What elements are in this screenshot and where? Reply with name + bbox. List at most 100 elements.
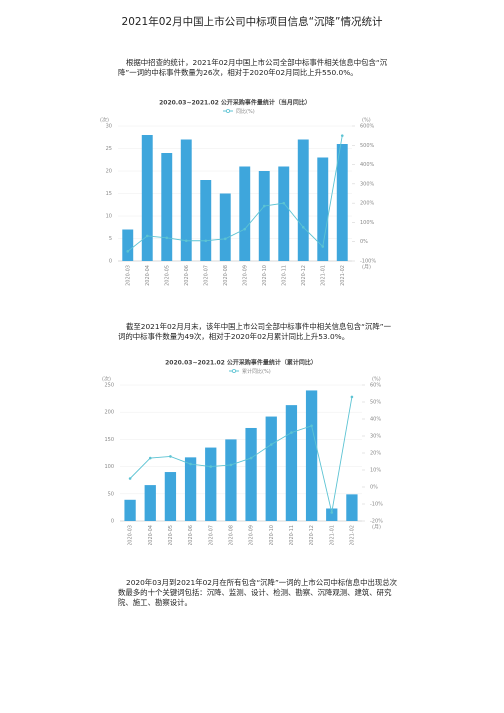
y2-tick-label: 100% (360, 220, 375, 226)
y-tick-label: 5 (109, 236, 112, 242)
line-point (262, 204, 266, 208)
y2-axis-label: (%) (372, 377, 381, 383)
y-tick-label: 200 (104, 410, 114, 416)
bar (180, 139, 192, 261)
y2-tick-label: 20% (370, 451, 381, 457)
y2-axis-label: (%) (362, 118, 371, 124)
bar (336, 144, 348, 261)
bar (278, 166, 290, 261)
line-point (330, 511, 334, 514)
x-tick-label: 2021-01 (329, 525, 335, 545)
page-title: 2021年02月中国上市公司中标项目信息“沉降”情况统计 (121, 16, 383, 28)
chart: 2020.03~2021.02 公开采购事件量统计（累计同比）累计同比(%) (次… (102, 359, 383, 546)
bar (317, 157, 329, 261)
line-point (229, 463, 233, 467)
line-point (282, 201, 286, 205)
y-tick-label: 0 (109, 259, 112, 265)
y2-tick-label: 600% (360, 124, 375, 130)
bar (225, 439, 237, 521)
x-tick-label: 2020-12 (309, 525, 315, 545)
x-tick-label: 2020-03 (125, 265, 131, 286)
x-tick-label: 2020-09 (249, 525, 255, 545)
legend-label: 同比(%) (236, 108, 255, 115)
bar (164, 472, 177, 521)
line-point (243, 227, 247, 231)
line-point (209, 465, 213, 468)
x-axis-label: (月) (362, 265, 371, 271)
bar (346, 494, 358, 521)
line-point (148, 456, 152, 460)
line-point (126, 250, 130, 253)
x-axis-label: (月) (372, 525, 381, 531)
y2-tick-label: 500% (360, 143, 375, 149)
x-tick-label: 2020-06 (188, 525, 194, 545)
bar (200, 180, 212, 261)
line (127, 135, 343, 252)
y2-tick-label: -100% (360, 259, 376, 265)
x-tick-label: 2020-05 (168, 525, 174, 545)
line-point (169, 455, 172, 458)
line (129, 396, 353, 513)
x-tick-label: 2020-03 (128, 525, 134, 545)
y-tick-label: 20 (106, 169, 112, 175)
bar (239, 166, 251, 261)
chart-title: 2020.03~2021.02 公开采购事件量统计（当月同比） (159, 99, 311, 107)
x-tick-label: 2020-10 (262, 265, 268, 286)
bar (124, 499, 136, 521)
bar (144, 485, 156, 521)
y-tick-label: 150 (104, 437, 114, 443)
y2-tick-label: 0% (370, 485, 378, 491)
line-point (249, 456, 253, 460)
y2-tick-label: 50% (370, 400, 381, 406)
x-tick-label: 2021-02 (349, 525, 355, 545)
line-point (350, 395, 354, 399)
line-point (321, 245, 325, 248)
bar (297, 139, 309, 261)
x-tick-label: 2020-06 (184, 265, 190, 286)
paragraph: 2020年03月到2021年02月在所有包含“沉降”一词的上市公司中标信息中出现… (118, 578, 398, 607)
line-point (204, 239, 208, 243)
x-tick-label: 2020-08 (223, 265, 229, 286)
bar (265, 416, 277, 521)
y-tick-label: 15 (106, 191, 112, 197)
y-axis-label: (次) (100, 117, 109, 124)
x-tick-label: 2021-02 (340, 265, 346, 286)
x-tick-label: 2020-08 (228, 525, 234, 545)
legend-marker (225, 108, 230, 113)
bar (184, 457, 197, 521)
x-tick-label: 2020-12 (301, 265, 307, 286)
x-tick-label: 2021-01 (320, 265, 326, 286)
x-tick-label: 2020-07 (208, 525, 214, 545)
y2-tick-label: 200% (360, 201, 375, 207)
line-point (145, 234, 149, 238)
y-tick-label: 250 (104, 383, 114, 389)
bar (122, 229, 134, 261)
chart-title: 2020.03~2021.02 公开采购事件量统计（累计同比） (165, 359, 317, 367)
y-tick-label: 50 (108, 491, 114, 497)
y-tick-label: 25 (106, 146, 112, 152)
line-point (128, 477, 132, 480)
x-tick-label: 2020-04 (148, 525, 154, 545)
line-point (290, 431, 293, 434)
legend-marker (231, 368, 236, 373)
y-tick-label: 30 (106, 124, 112, 130)
x-tick-label: 2020-11 (289, 525, 295, 545)
y2-tick-label: 60% (370, 383, 381, 389)
bar (245, 427, 257, 521)
line-point (310, 424, 313, 428)
y-tick-label: 100 (104, 464, 114, 470)
x-tick-label: 2020-11 (281, 265, 287, 286)
line-point (269, 443, 273, 446)
bar (141, 135, 153, 261)
x-tick-label: 2020-07 (203, 265, 209, 286)
y2-tick-label: 30% (370, 434, 381, 440)
y2-tick-label: 400% (360, 162, 375, 168)
bar (305, 390, 318, 521)
bar (285, 405, 298, 521)
line-point (340, 134, 344, 137)
paragraph: 截至2021年02月月末，该年中国上市公司全部中标事件中相关信息包含“沉降”一词… (118, 322, 391, 341)
legend-label: 累计同比(%) (242, 368, 271, 375)
y-tick-label: 0 (111, 519, 114, 525)
y2-tick-label: 10% (370, 468, 381, 474)
